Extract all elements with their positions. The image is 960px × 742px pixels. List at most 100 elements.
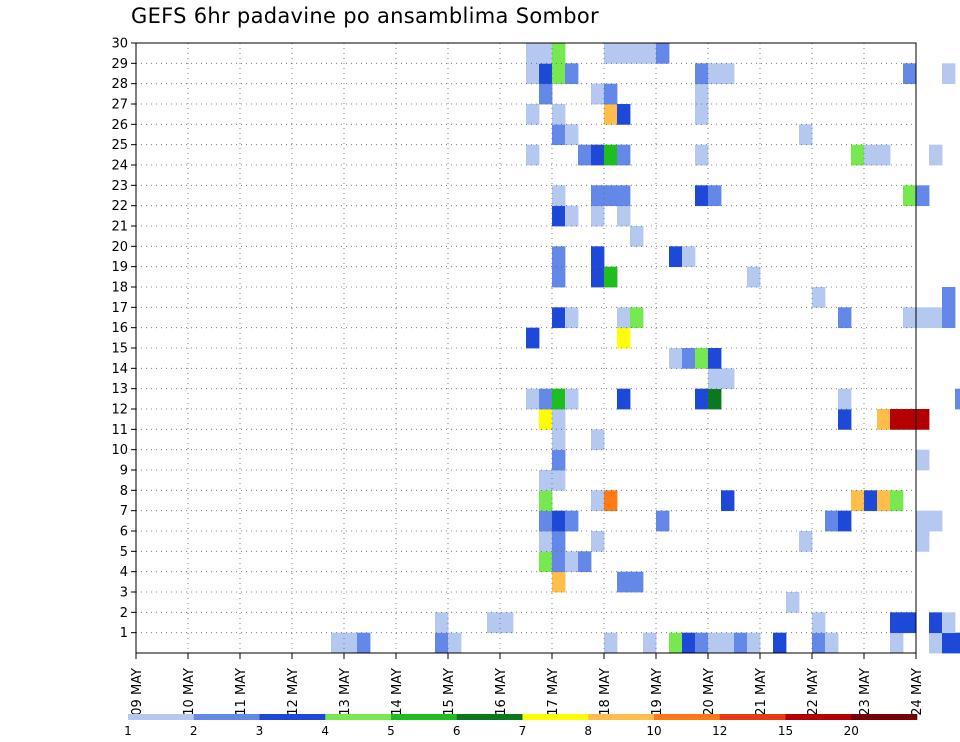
heatmap-cell	[552, 185, 566, 207]
colorbar-label: 8	[584, 724, 592, 738]
heatmap-cell	[565, 307, 579, 329]
heatmap-cell	[903, 409, 917, 430]
heatmap-cell	[877, 144, 891, 166]
x-tick-label: 19 MAY	[650, 668, 665, 716]
heatmap-cell	[747, 266, 761, 288]
heatmap-cell	[916, 185, 930, 207]
heatmap-cell	[539, 531, 553, 552]
heatmap-cell	[617, 388, 631, 410]
colorbar-label: 3	[256, 724, 264, 738]
colorbar-label: 5	[387, 724, 395, 738]
heatmap-cell	[812, 612, 826, 634]
heatmap-cell	[721, 490, 735, 512]
heatmap-cell	[552, 388, 566, 410]
colorbar-swatch	[588, 714, 655, 720]
heatmap-cell	[630, 226, 644, 247]
y-tick-label: 17	[111, 301, 128, 316]
x-tick-label: 13 MAY	[338, 668, 353, 716]
heatmap-cell	[669, 348, 683, 369]
y-tick-label: 14	[111, 362, 128, 377]
x-tick-label: 11 MAY	[234, 668, 249, 716]
heatmap-cell	[916, 449, 930, 471]
heatmap-cell	[617, 185, 631, 207]
heatmap-cell	[552, 409, 566, 430]
heatmap-cell	[617, 205, 631, 227]
colorbar-swatch	[391, 714, 458, 720]
heatmap-cell	[708, 185, 722, 207]
y-tick-label: 18	[111, 281, 128, 296]
heatmap-cell	[695, 144, 709, 166]
heatmap-cell	[539, 551, 553, 573]
heatmap-cell	[565, 63, 579, 85]
heatmap-cell	[604, 144, 618, 166]
heatmap-cell	[552, 124, 566, 146]
heatmap-cell	[487, 612, 501, 634]
heatmap-cell	[331, 632, 345, 654]
colorbar-swatch	[522, 714, 589, 720]
heatmap-cell	[617, 327, 631, 349]
heatmap-cell	[682, 246, 696, 268]
heatmap-cell	[656, 43, 670, 64]
heatmap-cell	[838, 307, 852, 329]
heatmap-cell	[851, 490, 865, 512]
y-axis: 1234567891011121314151617181920212223242…	[111, 37, 136, 641]
heatmap-cell	[942, 63, 956, 85]
y-tick-label: 2	[120, 606, 128, 621]
y-tick-label: 28	[111, 77, 128, 92]
heatmap-cell	[708, 348, 722, 369]
heatmap-cell	[864, 144, 878, 166]
x-tick-label: 16 MAY	[494, 668, 509, 716]
heatmap-cell	[357, 632, 371, 654]
heatmap-cell	[552, 551, 566, 573]
heatmap-cell	[539, 63, 553, 85]
heatmap-cell	[539, 43, 553, 64]
y-tick-label: 22	[111, 199, 128, 214]
heatmap-cell	[682, 632, 696, 654]
y-tick-label: 9	[120, 464, 128, 479]
heatmap-cell	[565, 124, 579, 146]
heatmap-cell	[604, 490, 618, 512]
heatmap-cell	[942, 287, 956, 308]
heatmap-cell	[864, 490, 878, 512]
y-tick-label: 10	[111, 443, 128, 458]
heatmap-cell	[526, 43, 540, 64]
heatmap-cell	[903, 63, 917, 85]
heatmap-cell	[812, 287, 826, 308]
heatmap-cell	[721, 63, 735, 85]
y-tick-label: 15	[111, 342, 128, 357]
heatmap-cell	[929, 632, 943, 654]
heatmap-cell	[643, 43, 657, 64]
heatmap-cell	[565, 205, 579, 227]
heatmap-cells	[331, 43, 960, 654]
colorbar-swatch	[654, 714, 721, 720]
heatmap-cell	[695, 185, 709, 207]
y-tick-label: 11	[111, 423, 128, 438]
heatmap-cell	[604, 43, 618, 64]
heatmap-cell	[812, 632, 826, 654]
heatmap-cell	[435, 612, 449, 634]
heatmap-cell	[942, 307, 956, 329]
chart-title: GEFS 6hr padavine po ansamblima Sombor	[131, 4, 599, 28]
heatmap-cell	[955, 388, 960, 410]
heatmap-cell	[773, 632, 787, 654]
heatmap-cell	[825, 510, 839, 532]
heatmap-cell	[747, 632, 761, 654]
heatmap-cell	[617, 43, 631, 64]
heatmap-cell	[838, 388, 852, 410]
heatmap-cell	[552, 246, 566, 268]
x-tick-label: 14 MAY	[390, 668, 405, 716]
heatmap-cell	[578, 144, 592, 166]
heatmap-cell	[552, 510, 566, 532]
heatmap-cell	[890, 409, 904, 430]
heatmap-cell	[565, 388, 579, 410]
y-tick-label: 27	[111, 98, 128, 113]
heatmap-cell	[539, 388, 553, 410]
heatmap-cell	[682, 348, 696, 369]
heatmap-cell	[942, 612, 956, 634]
colorbar-swatch	[851, 714, 918, 720]
y-tick-label: 19	[111, 260, 128, 275]
heatmap-cell	[578, 551, 592, 573]
colorbar: 1 2 3 4 5 6 7 8 10 12 15 20	[124, 714, 918, 738]
heatmap-cell	[591, 185, 605, 207]
heatmap-cell	[604, 632, 618, 654]
